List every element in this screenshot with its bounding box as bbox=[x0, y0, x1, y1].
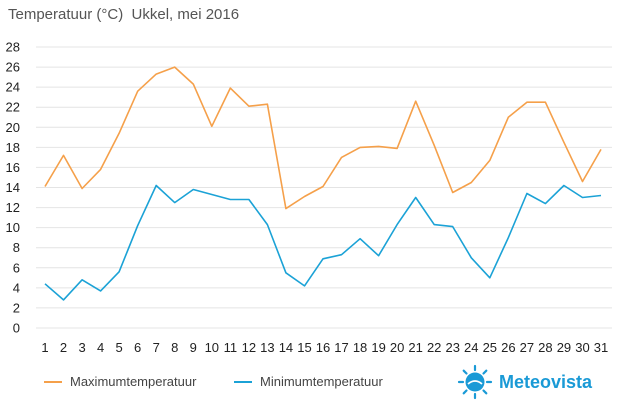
x-axis-ticks: 1 2 3 4 5 6 7 8 9 10 11 12 13 14 15 16 17 18 19 20 21 22 23 24 2… bbox=[41, 340, 608, 355]
x-tick-label: 7 bbox=[153, 340, 160, 355]
x-tick-label: 25 bbox=[483, 340, 497, 355]
x-tick-label: 26 bbox=[501, 340, 515, 355]
y-tick-label: 28 bbox=[6, 40, 20, 55]
legend-swatch-min bbox=[234, 380, 252, 383]
legend-item-min[interactable]: Minimumtemperatuur bbox=[234, 374, 383, 389]
x-tick-label: 28 bbox=[538, 340, 552, 355]
y-tick-label: 14 bbox=[6, 180, 20, 195]
x-tick-label: 4 bbox=[97, 340, 104, 355]
y-tick-label: 22 bbox=[6, 100, 20, 115]
y-tick-label: 0 bbox=[13, 321, 20, 336]
x-tick-label: 31 bbox=[594, 340, 608, 355]
x-tick-label: 12 bbox=[242, 340, 256, 355]
x-tick-label: 30 bbox=[575, 340, 589, 355]
chart-title: Temperatuur (°C) Ukkel, mei 2016 bbox=[8, 6, 240, 23]
y-tick-label: 16 bbox=[6, 160, 20, 175]
legend-swatch-max bbox=[44, 380, 62, 383]
x-tick-label: 17 bbox=[334, 340, 348, 355]
y-tick-label: 10 bbox=[6, 220, 20, 235]
legend-item-max[interactable]: Maximumtemperatuur bbox=[44, 374, 196, 389]
x-tick-label: 21 bbox=[408, 340, 422, 355]
x-tick-label: 2 bbox=[60, 340, 67, 355]
legend-label-max: Maximumtemperatuur bbox=[70, 374, 197, 389]
y-tick-label: 4 bbox=[13, 280, 20, 295]
gridlines bbox=[36, 46, 612, 329]
x-tick-label: 14 bbox=[279, 340, 293, 355]
x-tick-label: 3 bbox=[78, 340, 85, 355]
x-tick-label: 1 bbox=[41, 340, 48, 355]
y-tick-label: 26 bbox=[6, 60, 20, 75]
x-tick-label: 13 bbox=[260, 340, 274, 355]
brand-logo: Meteovista bbox=[457, 364, 592, 400]
x-tick-label: 10 bbox=[205, 340, 219, 355]
y-tick-label: 12 bbox=[6, 200, 20, 215]
y-tick-label: 8 bbox=[13, 240, 20, 255]
x-tick-label: 9 bbox=[190, 340, 197, 355]
brand-name: Meteovista bbox=[499, 371, 593, 392]
legend-label-min: Minimumtemperatuur bbox=[260, 374, 383, 389]
series-lines bbox=[44, 66, 602, 301]
x-tick-label: 8 bbox=[171, 340, 178, 355]
x-tick-label: 24 bbox=[464, 340, 478, 355]
x-tick-label: 18 bbox=[353, 340, 367, 355]
x-tick-label: 16 bbox=[316, 340, 330, 355]
x-tick-label: 23 bbox=[445, 340, 459, 355]
y-tick-label: 20 bbox=[6, 120, 20, 135]
series-line-max[interactable] bbox=[44, 66, 602, 210]
x-tick-label: 11 bbox=[224, 340, 238, 355]
y-tick-label: 6 bbox=[13, 260, 20, 275]
x-tick-label: 19 bbox=[371, 340, 385, 355]
y-tick-label: 24 bbox=[6, 80, 20, 95]
sun-icon bbox=[457, 364, 493, 400]
y-tick-label: 2 bbox=[13, 300, 20, 315]
series-line-min[interactable] bbox=[44, 184, 602, 301]
x-tick-label: 27 bbox=[520, 340, 534, 355]
x-tick-label: 20 bbox=[390, 340, 404, 355]
x-tick-label: 6 bbox=[134, 340, 141, 355]
x-tick-label: 5 bbox=[116, 340, 123, 355]
x-tick-label: 22 bbox=[427, 340, 441, 355]
x-tick-label: 29 bbox=[557, 340, 571, 355]
x-tick-label: 15 bbox=[297, 340, 311, 355]
y-tick-label: 18 bbox=[6, 140, 20, 155]
